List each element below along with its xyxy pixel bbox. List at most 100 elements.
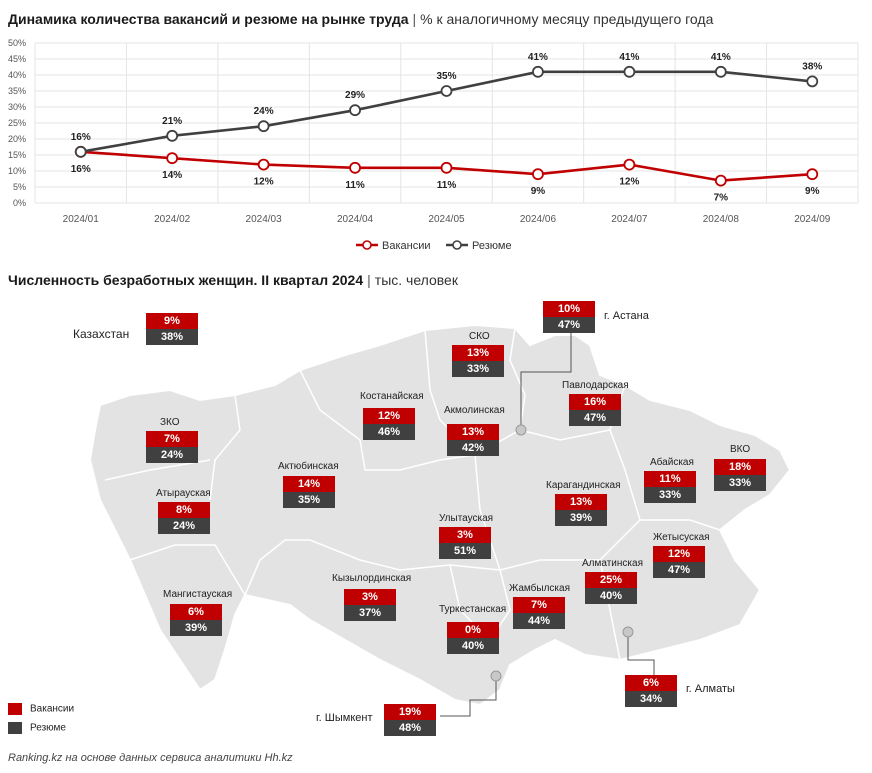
box-kyzylorda: 3% 37%	[344, 589, 396, 621]
box-mangystau: 6% 39%	[170, 604, 222, 636]
vac-pavlodar: 16%	[569, 394, 621, 410]
almaty-marker	[622, 626, 634, 638]
chart1-title-separator: |	[412, 11, 417, 27]
data-point-vacancies	[714, 174, 727, 187]
data-label-resumes: 41%	[619, 52, 639, 63]
y-tick-label: 35%	[8, 86, 26, 96]
box-kazakhstan: 9% 38%	[146, 313, 198, 345]
res-zko: 24%	[146, 447, 198, 463]
y-tick-label: 5%	[13, 182, 26, 192]
label-turkestan: Туркестанская	[439, 604, 507, 615]
res-zhambyl: 44%	[513, 613, 565, 629]
y-tick-label: 50%	[8, 38, 26, 48]
y-tick-label: 25%	[8, 118, 26, 128]
series-line-resumes	[80, 70, 813, 154]
box-vko: 18% 33%	[714, 459, 766, 491]
res-ulytau: 51%	[439, 543, 491, 559]
data-label-vacancies: 7%	[714, 193, 729, 204]
shymkent-marker	[490, 670, 502, 682]
box-zko: 7% 24%	[146, 431, 198, 463]
data-label-resumes: 21%	[162, 116, 182, 127]
legend-vac-label: Вакансии	[30, 703, 75, 715]
vac-aktobe: 14%	[283, 476, 335, 492]
label-karaganda: Карагандинская	[546, 480, 621, 491]
map-legend-vac: Вакансии	[8, 703, 74, 715]
vac-atyrau: 8%	[158, 502, 210, 518]
data-label-vacancies: 9%	[805, 186, 820, 197]
data-label-vacancies: 11%	[345, 180, 365, 191]
res-kostanay: 46%	[363, 424, 415, 440]
box-almaty-region: 25% 40%	[585, 572, 637, 604]
box-pavlodar: 16% 47%	[569, 394, 621, 426]
y-tick-label: 10%	[8, 166, 26, 176]
vac-shymkent: 19%	[384, 704, 436, 720]
box-abai: 11% 33%	[644, 471, 696, 503]
label-almaty-city: г. Алматы	[686, 683, 735, 695]
x-tick-label: 2024/09	[794, 214, 831, 225]
data-point-vacancies	[166, 152, 179, 165]
data-point-resumes	[623, 65, 636, 78]
data-point-resumes	[440, 85, 453, 97]
x-tick-label: 2024/05	[428, 214, 465, 225]
x-tick-label: 2024/07	[611, 214, 648, 225]
astana-marker	[515, 424, 527, 436]
map-legend-res: Резюме	[8, 722, 66, 734]
vac-vko: 18%	[714, 459, 766, 475]
vac-turkestan: 0%	[447, 622, 499, 638]
box-almaty-city: 6% 34%	[625, 675, 677, 707]
res-abai: 33%	[644, 487, 696, 503]
data-label-resumes: 16%	[71, 132, 91, 143]
box-sko: 13% 33%	[452, 345, 504, 377]
label-mangystau: Мангистауская	[163, 589, 233, 600]
res-almaty-city: 34%	[625, 691, 677, 707]
res-almaty-region: 40%	[585, 588, 637, 604]
res-atyrau: 24%	[158, 518, 210, 534]
legend-vac-swatch	[8, 703, 22, 715]
data-point-resumes	[74, 145, 87, 158]
vac-almaty-region: 25%	[585, 572, 637, 588]
y-tick-label: 40%	[8, 70, 26, 80]
y-tick-label: 0%	[13, 198, 26, 208]
data-point-vacancies	[806, 168, 819, 181]
label-kazakhstan: Казахстан	[73, 327, 130, 341]
legend-res-label: Резюме	[30, 722, 66, 734]
box-shymkent: 19% 48%	[384, 704, 436, 736]
label-vko: ВКО	[730, 444, 751, 455]
box-kostanay: 12% 46%	[363, 408, 415, 440]
box-zhetysu: 12% 47%	[653, 546, 705, 578]
box-ulytau: 3% 51%	[439, 527, 491, 559]
legend-label-vacancies: Вакансии	[382, 240, 431, 252]
label-astana: г. Астана	[604, 310, 649, 322]
label-zko: ЗКО	[160, 417, 180, 428]
data-label-resumes: 38%	[802, 61, 822, 72]
line-chart: 0% 5% 10% 15% 20% 25% 30% 35% 40% 45% 50% 2024/01 20…	[8, 38, 859, 252]
res-kazakhstan: 38%	[146, 329, 198, 345]
data-point-vacancies	[349, 161, 361, 174]
vac-abai: 11%	[644, 471, 696, 487]
vac-sko: 13%	[452, 345, 504, 361]
y-tick-label: 20%	[8, 134, 26, 144]
chart2-title: Численность безработных женщин. II кварт…	[8, 272, 458, 288]
res-karaganda: 39%	[555, 510, 607, 526]
res-pavlodar: 47%	[569, 410, 621, 426]
legend-res-swatch	[8, 722, 22, 734]
data-point-vacancies	[623, 158, 636, 171]
chart1-title-main: Динамика количества вакансий и резюме на…	[8, 11, 409, 27]
x-tick-label: 2024/04	[337, 214, 374, 225]
data-label-vacancies: 14%	[162, 170, 182, 181]
data-label-resumes: 29%	[345, 90, 365, 101]
vac-zko: 7%	[146, 431, 198, 447]
data-label-resumes: 24%	[254, 106, 274, 117]
kazakhstan-map	[88, 323, 792, 717]
res-vko: 33%	[714, 475, 766, 491]
box-akmola: 13% 42%	[447, 424, 499, 456]
vac-kyzylorda: 3%	[344, 589, 396, 605]
data-label-vacancies: 16%	[71, 164, 91, 175]
connector-lines	[440, 330, 655, 717]
data-label-vacancies: 9%	[531, 186, 546, 197]
x-tick-label: 2024/08	[703, 214, 740, 225]
res-aktobe: 35%	[283, 492, 335, 508]
data-point-resumes	[166, 129, 179, 142]
label-atyrau: Атырауская	[156, 488, 211, 499]
data-label-resumes: 35%	[436, 71, 456, 82]
